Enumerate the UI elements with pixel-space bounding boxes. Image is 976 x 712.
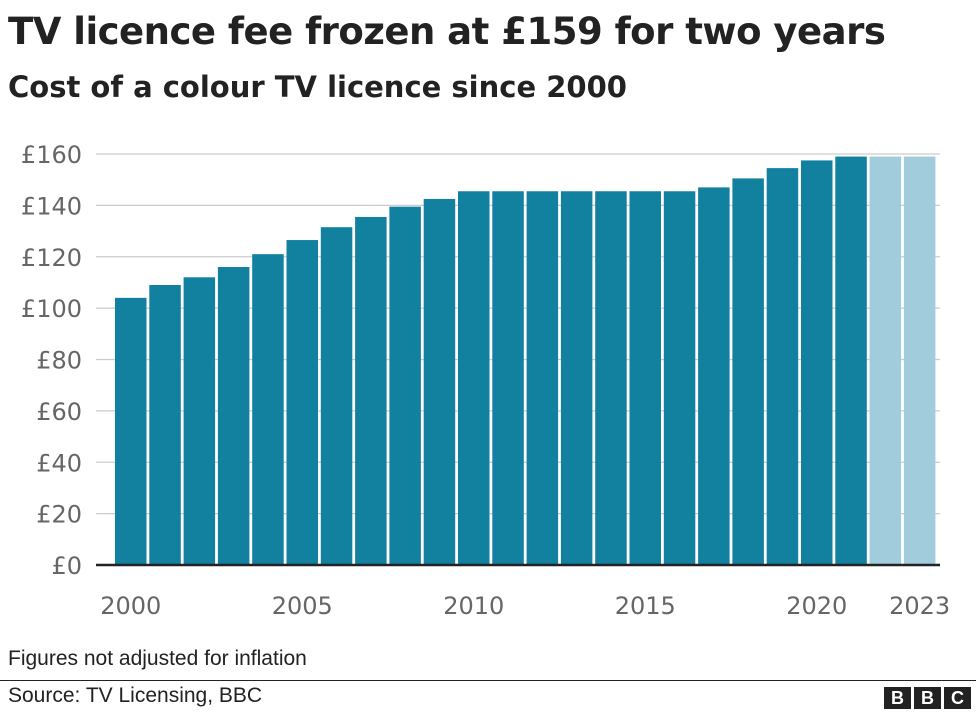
- bar-chart: £0£20£40£60£80£100£120£140£160 2000 2005 2…: [21, 141, 950, 620]
- bar: [595, 191, 627, 565]
- bar: [801, 160, 833, 565]
- y-tick-label: £20: [36, 501, 82, 529]
- y-tick-label: £60: [36, 398, 82, 426]
- footer-divider: [0, 680, 976, 681]
- bar: [698, 187, 730, 566]
- y-tick-label: £40: [36, 449, 82, 477]
- bar: [286, 240, 318, 565]
- x-tick-label: 2000: [100, 592, 161, 620]
- bar: [217, 267, 250, 565]
- bar: [183, 277, 216, 565]
- y-tick-label: £160: [21, 141, 82, 169]
- bbc-logo-letter: C: [944, 687, 971, 709]
- bar: [903, 156, 936, 565]
- y-tick-label: £0: [51, 552, 82, 580]
- y-tick-label: £140: [21, 192, 82, 220]
- bar: [423, 198, 456, 565]
- x-tick-label: 2015: [615, 592, 676, 620]
- bar: [663, 191, 696, 565]
- x-axis-tick-labels: 2000 2005 2010 2015 2020 2023: [100, 592, 950, 620]
- bars: [115, 156, 936, 566]
- bar: [252, 254, 284, 565]
- bar: [869, 156, 902, 565]
- chart-title: TV licence fee frozen at £159 for two ye…: [8, 10, 886, 53]
- source-credit: Source: TV Licensing, BBC: [8, 684, 263, 707]
- x-tick-label: 2023: [889, 592, 950, 620]
- bar: [320, 227, 353, 565]
- x-tick-label: 2005: [272, 592, 333, 620]
- bar: [766, 168, 799, 566]
- bar: [389, 206, 421, 566]
- bar: [629, 191, 661, 565]
- bar: [355, 216, 387, 565]
- x-tick-label: 2020: [786, 592, 847, 620]
- bar: [560, 191, 593, 565]
- bbc-logo-letter: B: [914, 687, 941, 709]
- chart-subtitle: Cost of a colour TV licence since 2000: [8, 70, 627, 104]
- bar: [492, 191, 524, 565]
- bar: [115, 297, 147, 565]
- bbc-logo: B B C: [884, 687, 971, 709]
- bar: [732, 178, 764, 565]
- bar: [526, 191, 559, 565]
- bar: [835, 156, 867, 565]
- y-tick-label: £100: [21, 295, 82, 323]
- bar: [149, 285, 181, 565]
- bar: [458, 191, 490, 565]
- y-tick-label: £80: [36, 347, 82, 375]
- y-tick-label: £120: [21, 244, 82, 272]
- x-tick-label: 2010: [443, 592, 504, 620]
- footnote: Figures not adjusted for inflation: [8, 647, 307, 670]
- bbc-logo-letter: B: [884, 687, 911, 709]
- y-axis-tick-labels: £0 £20 £40 £60 £80 £100 £120 £140 £160: [21, 141, 82, 580]
